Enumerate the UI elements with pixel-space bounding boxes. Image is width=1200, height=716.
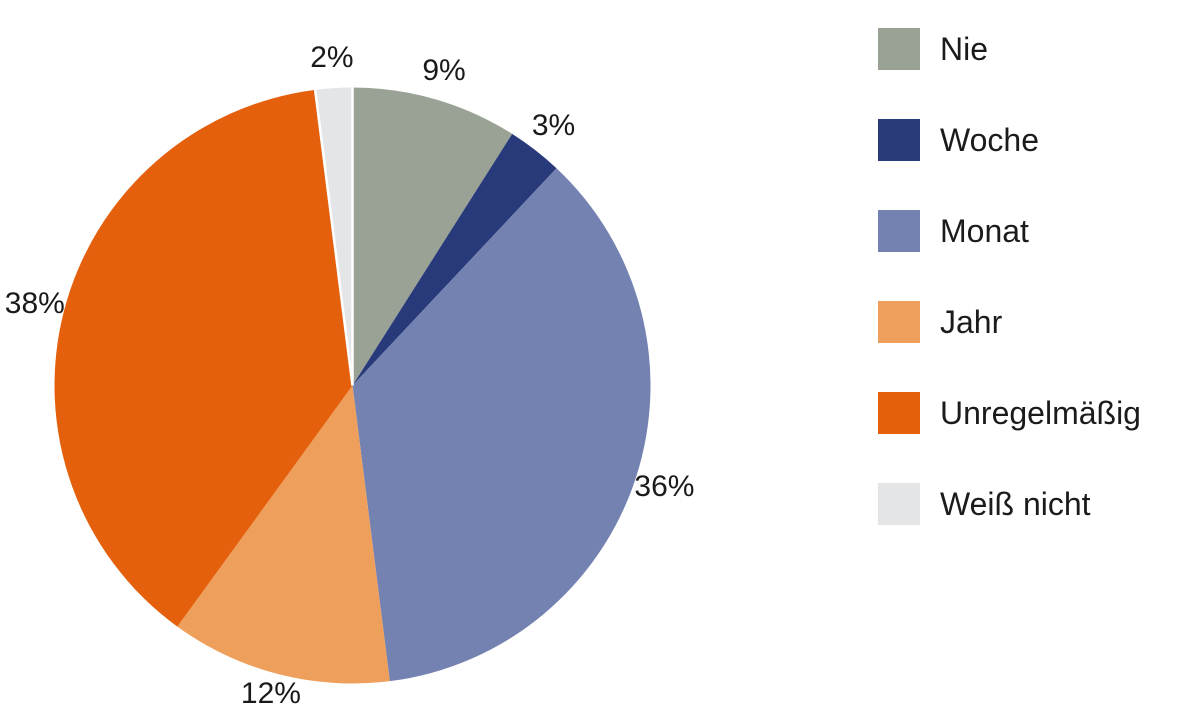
legend-item-nie: Nie	[878, 28, 1141, 70]
legend-label-monat: Monat	[940, 213, 1029, 249]
pie-slice-woche	[352, 133, 557, 386]
slice-label-monat: 36%	[634, 469, 695, 503]
legend-item-jahr: Jahr	[878, 301, 1141, 343]
pie-slice-nie	[352, 87, 513, 386]
slice-label-nie: 9%	[422, 53, 466, 87]
legend-item-unregelmaessig: Unregelmäßig	[878, 392, 1141, 434]
pie-chart	[54, 87, 651, 684]
slice-separator	[313, 89, 354, 386]
pie-slice-jahr	[177, 385, 390, 684]
pie-slice-monat	[352, 168, 651, 682]
legend-item-weiss-nicht: Weiß nicht	[878, 483, 1141, 525]
legend-label-unregelmaessig: Unregelmäßig	[940, 395, 1141, 431]
legend-swatch-nie	[878, 28, 920, 70]
legend-item-monat: Monat	[878, 210, 1141, 252]
legend-swatch-unregelmaessig	[878, 392, 920, 434]
slice-label-weiss-nicht: 2%	[310, 41, 354, 75]
legend-label-weiss-nicht: Weiß nicht	[940, 486, 1091, 522]
legend-swatch-monat	[878, 210, 920, 252]
pie-svg	[54, 87, 651, 684]
legend-swatch-jahr	[878, 301, 920, 343]
legend-item-woche: Woche	[878, 119, 1141, 161]
legend-label-nie: Nie	[940, 31, 989, 67]
pie-slice-unregelmaessig	[54, 89, 353, 627]
legend-label-woche: Woche	[940, 122, 1040, 158]
slice-label-woche: 3%	[531, 109, 576, 143]
legend-swatch-woche	[878, 119, 920, 161]
slice-label-unregelmaessig: 38%	[4, 286, 65, 320]
legend-label-jahr: Jahr	[940, 304, 1003, 340]
legend: Nie Woche Monat Jahr Unregelmäßig Weiß nicht	[878, 28, 1141, 525]
legend-swatch-weiss-nicht	[878, 483, 920, 525]
slice-label-jahr: 12%	[240, 677, 301, 710]
